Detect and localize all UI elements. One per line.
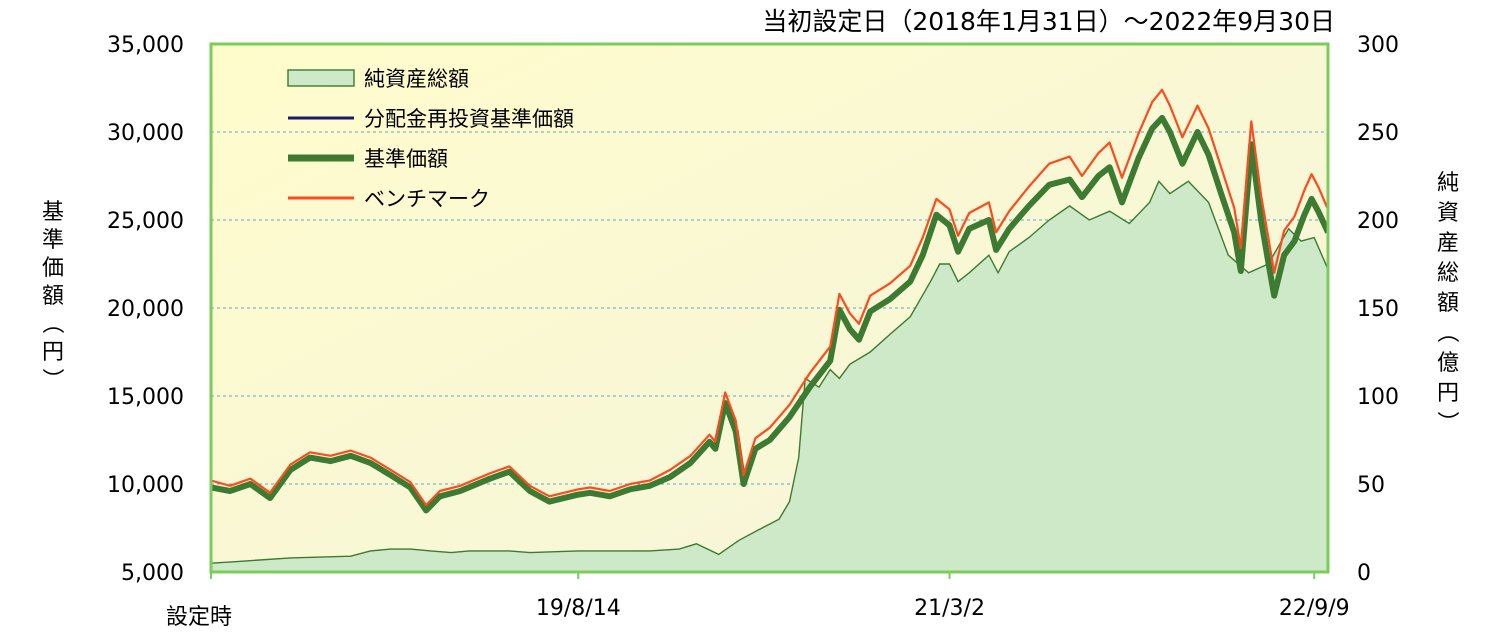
axis-title-char: 額: [42, 284, 64, 309]
right-tick-label: 0: [1357, 561, 1371, 586]
legend-item: 分配金再投資基準価額: [288, 107, 574, 131]
left-tick-label: 30,000: [107, 121, 184, 146]
right-tick-label: 300: [1357, 33, 1399, 58]
right-tick-label: 200: [1357, 209, 1399, 234]
legend-swatch: [287, 69, 355, 87]
left-tick-label: 5,000: [121, 561, 184, 586]
data-layer: [211, 88, 1328, 572]
axis-title-char: 円: [1437, 381, 1459, 406]
legend-label: ベンチマーク: [364, 187, 490, 211]
right-tick-label: 250: [1357, 121, 1399, 146]
right-tick-label: 100: [1357, 385, 1399, 410]
x-tick-label: 21/3/2: [914, 596, 985, 621]
right-tick-label: 150: [1357, 297, 1399, 322]
left-tick-label: 15,000: [107, 385, 184, 410]
legend-label: 純資産総額: [364, 67, 469, 91]
series-benchmark-line: [211, 88, 1328, 507]
left-tick-label: 35,000: [107, 33, 184, 58]
axis-title-char: 億: [1437, 351, 1459, 376]
left-axis-title: 基準価額 （ 円 ）: [39, 200, 64, 390]
x-tick-label: 19/8/14: [536, 596, 621, 621]
series-net-assets-area: [211, 180, 1328, 572]
right-tick-label: 50: [1357, 473, 1385, 498]
axis-title-char: 資: [1437, 201, 1459, 226]
legend-item: 純資産総額: [287, 67, 469, 91]
axis-title-char: 総: [1437, 261, 1459, 286]
axis-title-char: （: [1434, 321, 1459, 343]
legend-item: 基準価額: [288, 147, 448, 171]
axis-title-char: 準: [42, 228, 64, 253]
axis-title-char: ）: [39, 368, 64, 390]
legend-label: 基準価額: [364, 147, 448, 171]
plot-frame: [209, 42, 1330, 574]
axis-title-char: 基: [42, 200, 64, 225]
axis-title-char: （: [39, 312, 64, 334]
x-axis-ticks: 設定時 19/8/14 21/3/2 22/9/9: [166, 572, 1350, 630]
left-tick-label: 20,000: [107, 297, 184, 322]
left-tick-label: 25,000: [107, 209, 184, 234]
right-axis-title: 純資産総額 （ 億円 ）: [1434, 171, 1459, 433]
axis-title-char: 円: [42, 340, 64, 365]
legend-label: 分配金再投資基準価額: [364, 107, 574, 131]
axis-title-char: 純: [1437, 171, 1459, 196]
axis-title-char: 額: [1437, 291, 1459, 316]
legend-item: ベンチマーク: [288, 187, 490, 211]
axis-title-char: ）: [1434, 411, 1459, 433]
x-tick-label: 設定時: [166, 605, 232, 630]
axis-title-char: 産: [1437, 231, 1459, 256]
right-axis-ticks: 0 50 100 150 200 250 300: [1357, 33, 1399, 586]
left-tick-label: 10,000: [107, 473, 184, 498]
chart-title: 当初設定日（2018年1月31日）～2022年9月30日: [762, 7, 1335, 36]
left-axis-ticks: 5,000 10,000 15,000 20,000 25,000 30,000 35,00…: [107, 33, 184, 586]
series-nav-line: [211, 114, 1328, 514]
x-tick-label: 22/9/9: [1279, 596, 1350, 621]
axis-title-char: 価: [42, 256, 64, 281]
